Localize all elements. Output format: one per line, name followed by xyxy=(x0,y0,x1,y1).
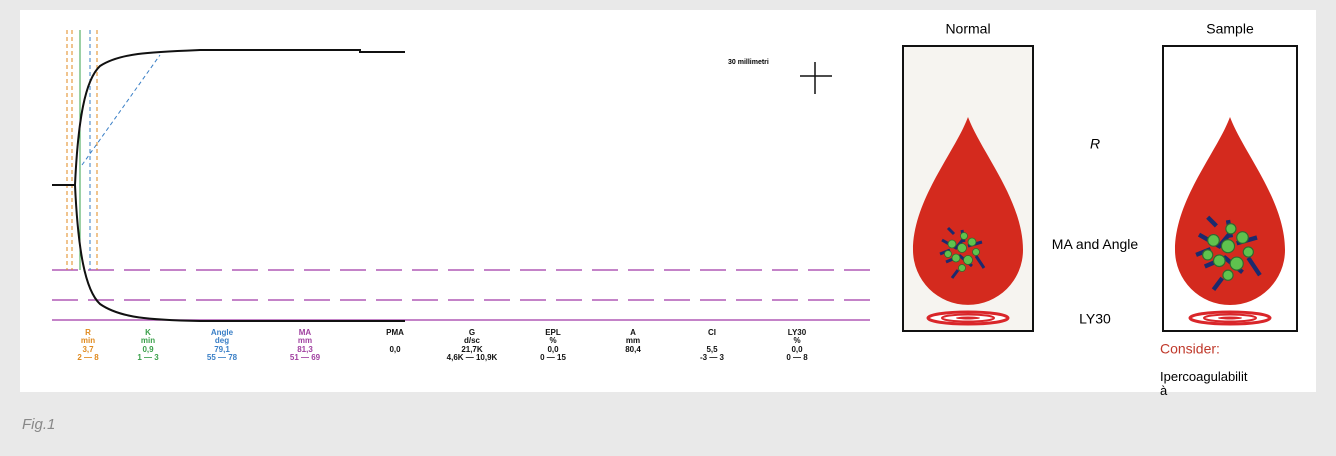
panel-title: Normal xyxy=(945,21,990,37)
param-range: -3 — 3 xyxy=(700,353,725,362)
stage-label: R xyxy=(1090,136,1100,152)
param-range: 0 — 8 xyxy=(786,353,808,362)
param-unit: mm xyxy=(626,336,640,345)
param-range: 2 — 8 xyxy=(77,353,99,362)
param-unit: min xyxy=(81,336,95,345)
page: {"figure": { "scale_label": "30 millimet… xyxy=(0,0,1336,456)
param-unit: % xyxy=(549,336,556,345)
param-unit: deg xyxy=(215,336,229,345)
param-name: PMA xyxy=(386,328,404,337)
suggestion-wrap: Ipercoagulabilità xyxy=(1160,370,1260,420)
panel-title: Sample xyxy=(1206,21,1254,37)
stage-label: MA and Angle xyxy=(1045,233,1145,255)
param-unit: mm xyxy=(298,336,312,345)
suggestion: Ipercoagulabilità xyxy=(1160,370,1252,398)
caption: Fig.1 xyxy=(22,416,55,433)
param-name: CI xyxy=(708,328,716,337)
param-value: 0,0 xyxy=(389,345,401,354)
stage-label: LY30 xyxy=(1079,311,1111,327)
param-unit: min xyxy=(141,336,155,345)
param-range: 51 — 69 xyxy=(290,353,321,362)
param-value: 80,4 xyxy=(625,345,641,354)
param-range: 0 — 15 xyxy=(540,353,566,362)
param-range: 4,6K — 10,9K xyxy=(447,353,498,362)
consider-label: Consider: xyxy=(1160,341,1220,357)
param-range: 1 — 3 xyxy=(137,353,159,362)
param-unit: % xyxy=(793,336,800,345)
param-range: 55 — 78 xyxy=(207,353,238,362)
target xyxy=(1190,312,1270,324)
stage-wrap: MA and Angle xyxy=(1045,233,1145,277)
figure: 30 millimetri Rmin3,72 — 8Kmin0,91 — 3An… xyxy=(0,0,1336,456)
scale-label: 30 millimetri xyxy=(728,59,769,66)
param-unit: d/sc xyxy=(464,336,481,345)
target xyxy=(928,312,1008,324)
